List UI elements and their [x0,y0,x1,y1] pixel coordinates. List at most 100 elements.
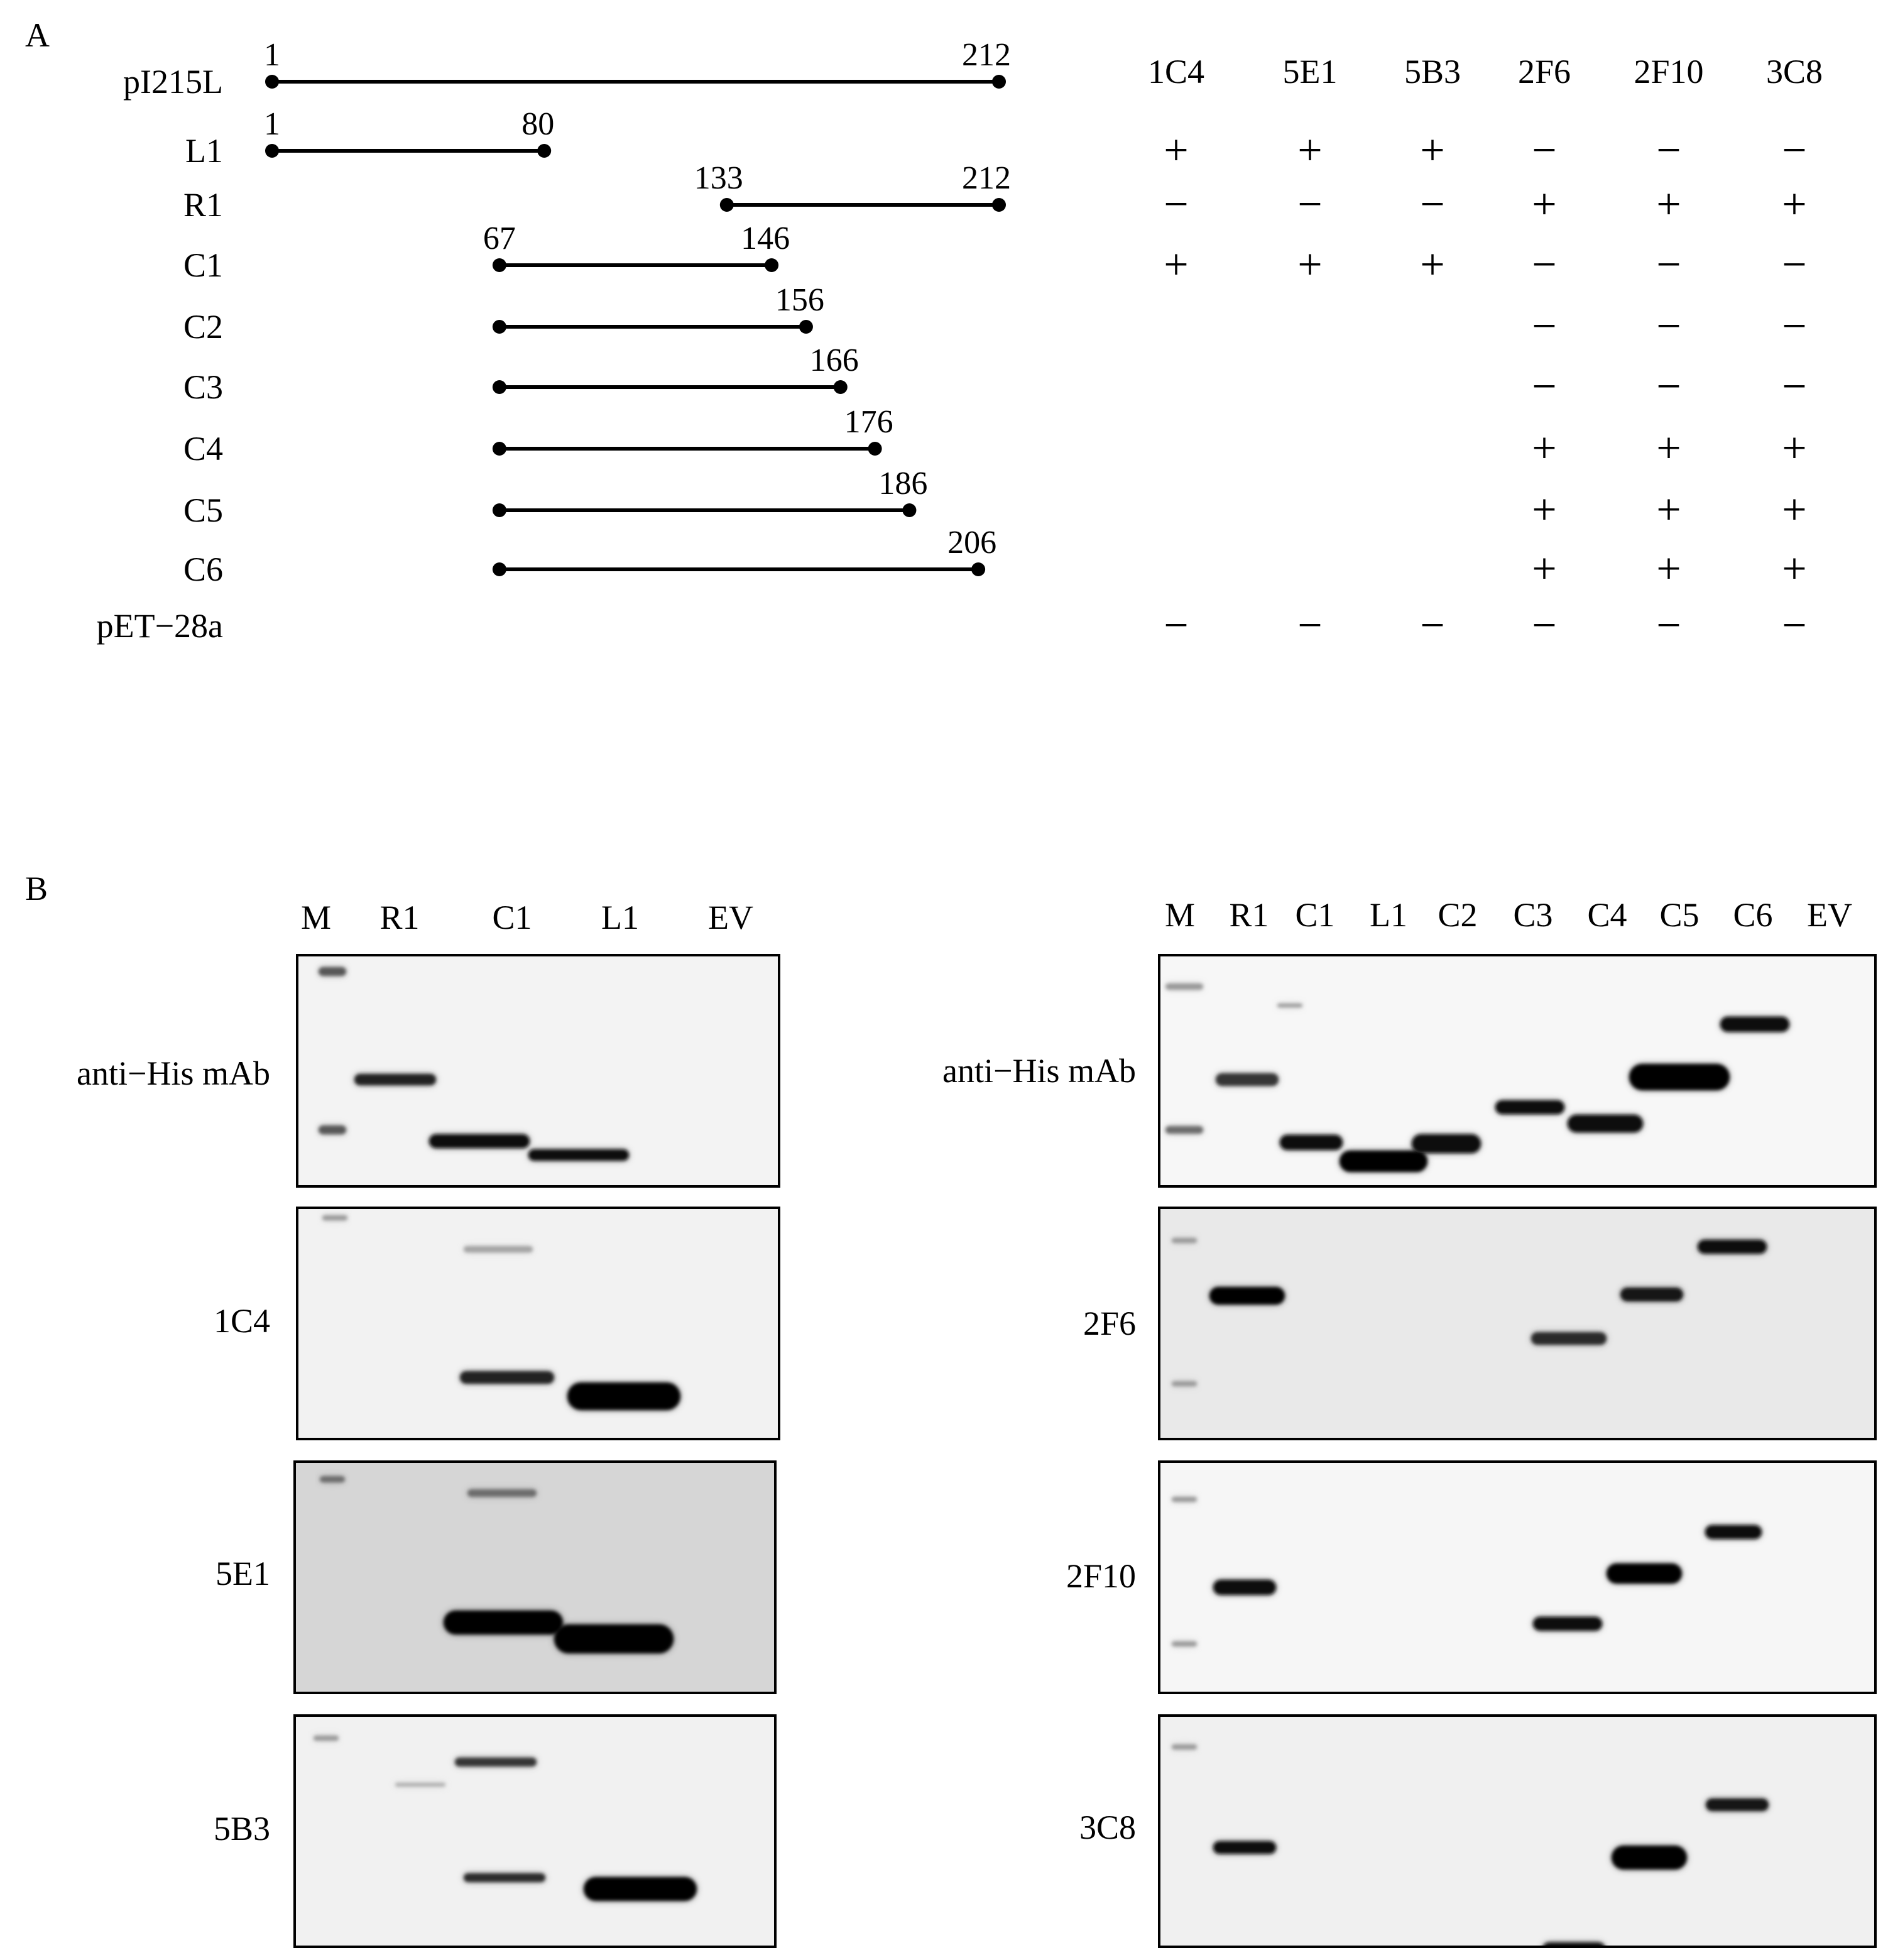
positive-mark: + [1532,545,1556,593]
blot-frame [296,954,780,1188]
protein-band [320,1476,345,1482]
blot-left-1 [296,1207,780,1440]
lane-header: R1 [379,899,419,936]
protein-band [1165,1126,1203,1134]
panel-b-label: B [25,870,48,907]
protein-band [1533,1617,1602,1631]
negative-mark: − [1656,241,1681,289]
negative-mark: − [1164,180,1188,229]
blot-right-2 [1158,1460,1877,1694]
negative-mark: − [1297,180,1322,229]
negative-mark: − [1656,601,1681,650]
blot-label: 3C8 [1079,1809,1136,1846]
protein-band [528,1149,629,1161]
negative-mark: − [1164,601,1188,650]
positive-mark: + [1656,486,1681,534]
protein-band [464,1873,545,1882]
construct-name: pET−28a [97,607,223,645]
antibody-header: 5B3 [1404,53,1461,90]
negative-mark: − [1420,601,1444,650]
protein-band [1543,1942,1605,1946]
positive-mark: + [1297,241,1322,289]
protein-band [1412,1134,1481,1153]
left-lane-headers: M R1 C1 L1 EV [301,899,753,936]
lane-header: C1 [492,899,532,936]
antibody-header: 2F10 [1634,53,1703,90]
lane-header: C5 [1659,896,1699,934]
blot-bands [314,1736,697,1901]
protein-band [1172,1641,1197,1646]
protein-band [1277,1004,1302,1007]
negative-mark: − [1782,126,1806,175]
blot-label: anti−His mAb [77,1054,270,1092]
blot-left-0 [296,954,780,1188]
positive-mark: + [1532,424,1556,473]
negative-mark: − [1782,302,1806,351]
blot-label: 2F6 [1083,1305,1136,1342]
negative-mark: − [1656,363,1681,411]
antibody-header: 1C4 [1148,53,1204,90]
end-dot [902,503,917,517]
blot-left-2 [293,1460,777,1694]
start-dot [492,320,506,334]
blot-bands [320,1476,674,1653]
lane-header: L1 [1370,896,1407,934]
panel-a: A pI215L 1 212 L1 1 80 R1 133 212 C1 67 146 C2 156 C3 1… [25,16,1823,650]
negative-mark: − [1782,601,1806,650]
protein-band [395,1783,445,1787]
end-position-label: 176 [844,404,893,440]
end-dot [992,75,1006,89]
protein-band [467,1489,537,1497]
construct-name: C2 [183,308,223,346]
end-dot [868,442,882,456]
protein-band [1172,1497,1197,1502]
end-position-label: 146 [741,221,790,256]
end-position-label: 80 [521,106,554,142]
blot-bands [1172,1238,1767,1386]
protein-band [1705,1525,1762,1539]
end-position-label: 156 [775,282,824,318]
antibody-header: 2F6 [1518,53,1571,90]
construct-name: R1 [183,186,223,224]
positive-mark: + [1656,180,1681,229]
protein-band [455,1758,537,1766]
protein-band [1172,1381,1197,1386]
protein-band [1213,1841,1276,1854]
negative-mark: − [1532,126,1556,175]
protein-band [1620,1288,1683,1301]
protein-band [1165,983,1203,990]
blot-frame [293,1460,777,1694]
positive-mark: + [1782,180,1806,229]
negative-mark: − [1420,180,1444,229]
protein-band [429,1134,530,1148]
lane-header: R1 [1229,896,1269,934]
protein-band [1216,1073,1279,1086]
blot-bands [1172,1744,1769,1946]
protein-band [1531,1332,1607,1345]
reactivity-table: + + + − − − − − − + + + + + + − − − − − − − − − + + + + + + + + + − − − − − − [1164,126,1806,650]
start-dot [492,442,506,456]
negative-mark: − [1782,363,1806,411]
end-dot [537,144,552,158]
positive-mark: + [1532,180,1556,229]
protein-band [1607,1563,1682,1584]
blot-label: 5B3 [214,1810,270,1848]
start-dot [492,258,506,272]
end-dot [765,258,779,272]
negative-mark: − [1532,241,1556,289]
protein-band [1172,1238,1197,1243]
positive-mark: + [1656,424,1681,473]
end-position-label: 212 [962,37,1011,73]
construct-map: pI215L 1 212 L1 1 80 R1 133 212 C1 67 146 C2 156 C3 166… [97,37,1011,645]
antibody-headers: 1C4 5E1 5B3 2F6 2F10 3C8 [1148,53,1823,90]
end-dot [799,320,813,334]
protein-band [1629,1064,1730,1090]
right-lane-headers: M R1 C1 L1 C2 C3 C4 C5 C6 EV [1165,896,1852,934]
positive-mark: + [1782,424,1806,473]
blot-label: anti−His mAb [942,1052,1136,1090]
blot-right-1 [1158,1207,1877,1440]
end-position-label: 186 [878,466,927,501]
start-dot [265,75,279,89]
protein-band [322,1215,347,1220]
